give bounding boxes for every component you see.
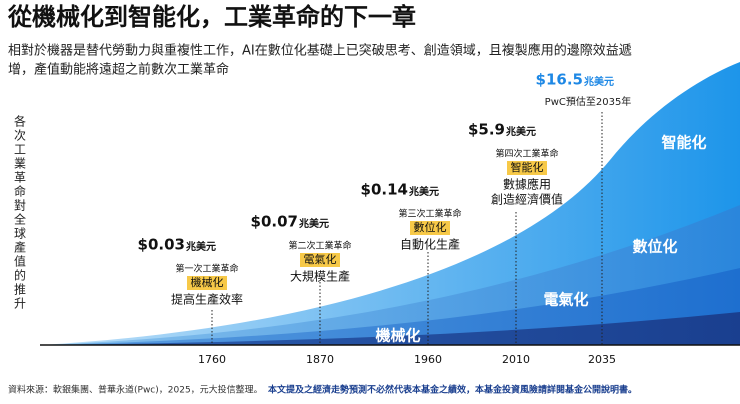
area-layer: [40, 268, 740, 345]
description: 數據應用: [503, 177, 551, 192]
y-label-char: 各: [14, 114, 26, 129]
theme: 機械化: [191, 275, 224, 289]
value-unit: 兆美元: [506, 125, 536, 138]
value-amount: $0.14: [361, 181, 408, 199]
y-label-char: 的: [14, 268, 26, 283]
y-label-char: 產: [14, 240, 26, 255]
theme-highlight: [507, 161, 547, 175]
x-label: 2035: [588, 353, 616, 366]
area-layer: [40, 312, 740, 345]
x-label: 1760: [198, 353, 226, 366]
annotations: 1760 1870 1960 2010 2035$0.03 兆美元第一次工業革命機械化提高…: [138, 71, 707, 367]
theme-highlight: [300, 253, 340, 267]
description: 自動化生產: [400, 237, 460, 252]
title: 從機械化到智能化，工業革命的下一章: [7, 3, 416, 31]
y-label-char: 推: [14, 283, 26, 297]
y-label-char: 值: [14, 254, 26, 269]
description: 提高生產效率: [171, 292, 243, 307]
era: 第二次工業革命: [288, 240, 351, 252]
y-label-char: 業: [14, 157, 26, 171]
x-label: 1870: [306, 353, 334, 366]
layer-label: 機械化: [375, 327, 420, 345]
subtitle: 增，產值動能將遠超之前數次工業革命: [8, 62, 229, 78]
theme: 智能化: [511, 160, 544, 174]
era: 第四次工業革命: [495, 148, 558, 160]
theme: 電氣化: [304, 252, 337, 266]
forecast-unit: 兆美元: [584, 75, 614, 88]
value-unit: 兆美元: [186, 240, 216, 253]
footer-source: 資料來源：軟銀集團、普華永道(Pwc)，2025，元大投信整理。: [8, 384, 263, 396]
y-label-char: 升: [14, 297, 26, 311]
x-label: 2010: [502, 353, 530, 366]
y-label-char: 革: [14, 171, 26, 185]
y-label-char: 全: [14, 212, 26, 227]
theme-highlight: [187, 276, 227, 290]
value-amount: $0.03: [138, 236, 185, 254]
era: 第三次工業革命: [398, 208, 461, 220]
value-amount: $0.07: [251, 213, 298, 231]
theme: 數位化: [414, 220, 447, 234]
value-amount: $5.9: [468, 121, 505, 139]
x-label: 1960: [414, 353, 442, 366]
y-label-char: 次: [14, 129, 26, 143]
y-label-char: 工: [14, 143, 26, 157]
footer-disclaimer: 本文提及之經濟走勢預測不必然代表本基金之績效，本基金投資風險請詳閱基金公開說明書…: [268, 384, 637, 396]
era: 第一次工業革命: [175, 263, 238, 275]
subtitle: 相對於機器是替代勞動力與重複性工作，AI在數位化基礎上已突破思考、創造領域，且複…: [8, 43, 632, 59]
theme-highlight: [410, 221, 450, 235]
description: 大規模生產: [290, 269, 350, 284]
layer-label: 智能化: [661, 134, 706, 152]
y-label-char: 球: [14, 227, 26, 241]
value-unit: 兆美元: [409, 185, 439, 198]
layer-label: 數位化: [632, 238, 677, 256]
y-label-char: 對: [14, 199, 26, 213]
forecast-amount: $16.5: [536, 71, 583, 89]
forecast-note: PwC預估至2035年: [545, 95, 632, 108]
value-unit: 兆美元: [299, 217, 329, 230]
layer-label: 電氣化: [543, 291, 588, 309]
y-label-char: 命: [14, 184, 26, 199]
description: 創造經濟價值: [491, 192, 563, 207]
